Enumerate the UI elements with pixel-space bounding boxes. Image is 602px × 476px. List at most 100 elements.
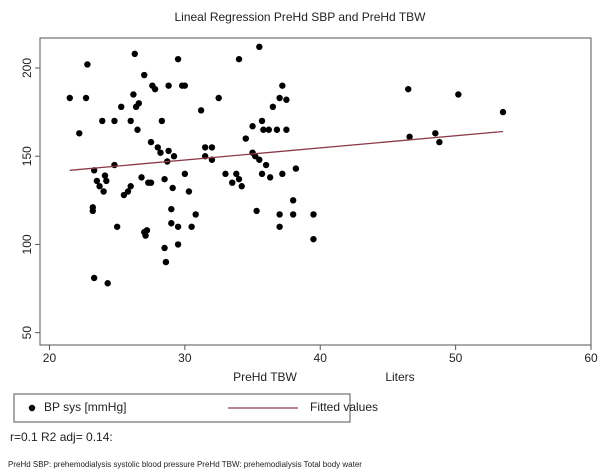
point	[262, 161, 270, 169]
point	[174, 55, 182, 63]
point	[127, 117, 134, 125]
point	[276, 94, 283, 102]
point	[127, 183, 134, 190]
x-tick-label: 60	[584, 351, 598, 365]
point	[82, 94, 90, 102]
point	[174, 241, 182, 248]
point	[99, 117, 106, 125]
point	[147, 179, 155, 186]
point	[273, 126, 281, 133]
point	[161, 244, 168, 252]
point	[233, 170, 240, 178]
point	[168, 220, 175, 227]
point	[143, 227, 151, 234]
footnote: PreHd SBP: prehemodialysis systolic bloo…	[8, 460, 362, 469]
point	[265, 126, 272, 133]
x-axis-unit: Liters	[385, 370, 414, 384]
point	[405, 85, 412, 93]
point	[84, 61, 91, 68]
point	[208, 144, 216, 151]
x-tick-label: 30	[178, 351, 192, 365]
point	[256, 156, 263, 163]
point	[215, 94, 222, 102]
point	[283, 96, 290, 103]
legend-swatch	[28, 404, 36, 412]
point	[432, 130, 439, 137]
point	[135, 100, 143, 107]
y-tick-label: 150	[20, 146, 34, 166]
point	[242, 135, 249, 142]
x-axis-label: PreHd TBW	[233, 370, 297, 384]
point	[455, 91, 462, 98]
point	[103, 177, 110, 185]
point	[165, 147, 172, 155]
point	[235, 175, 243, 183]
x-tick-label: 50	[449, 351, 463, 365]
chart-title: Lineal Regression PreHd SBP and PreHd TB…	[174, 10, 426, 24]
point	[174, 223, 182, 230]
point	[181, 170, 189, 178]
point	[289, 197, 297, 204]
point	[151, 85, 159, 93]
point	[289, 211, 297, 218]
point	[229, 179, 236, 186]
point	[436, 138, 443, 146]
point	[192, 211, 199, 218]
point	[276, 223, 283, 230]
point	[185, 188, 193, 195]
legend-label: Fitted values	[310, 400, 378, 414]
point	[197, 107, 205, 114]
point	[165, 82, 172, 89]
point	[93, 177, 101, 185]
point	[188, 223, 195, 230]
point	[499, 108, 507, 116]
point	[131, 50, 138, 58]
plot-frame	[39, 37, 592, 346]
point	[181, 82, 189, 89]
legend-label: BP sys [mmHg]	[44, 400, 126, 414]
notes: r=0.1 R2 adj= 0.14:	[10, 430, 113, 444]
point	[260, 126, 267, 133]
point	[235, 55, 243, 63]
point	[158, 117, 166, 125]
point	[147, 138, 155, 146]
point	[406, 133, 413, 141]
point	[238, 183, 245, 190]
point	[169, 184, 176, 192]
point	[154, 144, 161, 151]
point	[134, 126, 141, 133]
point	[222, 170, 229, 178]
point	[256, 43, 263, 51]
point	[292, 165, 300, 172]
point	[130, 91, 137, 98]
point	[161, 175, 168, 183]
point	[89, 207, 96, 215]
point	[124, 188, 132, 195]
x-tick-label: 20	[43, 351, 57, 365]
point	[157, 149, 164, 156]
point	[276, 211, 283, 218]
y-tick-label: 200	[20, 58, 34, 78]
point	[279, 82, 286, 89]
point	[310, 235, 317, 243]
point	[201, 144, 209, 151]
point	[253, 207, 260, 215]
point	[269, 103, 277, 111]
point	[283, 126, 290, 133]
point	[170, 153, 178, 160]
point	[111, 117, 118, 125]
point	[141, 71, 148, 79]
point	[96, 183, 103, 190]
point	[104, 280, 111, 287]
point	[113, 223, 121, 230]
fitted-line	[69, 130, 504, 171]
point	[138, 174, 145, 181]
x-tick-label: 40	[314, 351, 328, 365]
point	[279, 170, 286, 178]
point	[258, 170, 266, 178]
point	[101, 172, 109, 179]
point	[118, 103, 125, 111]
point	[90, 274, 98, 282]
point	[76, 130, 83, 137]
point	[142, 232, 149, 239]
